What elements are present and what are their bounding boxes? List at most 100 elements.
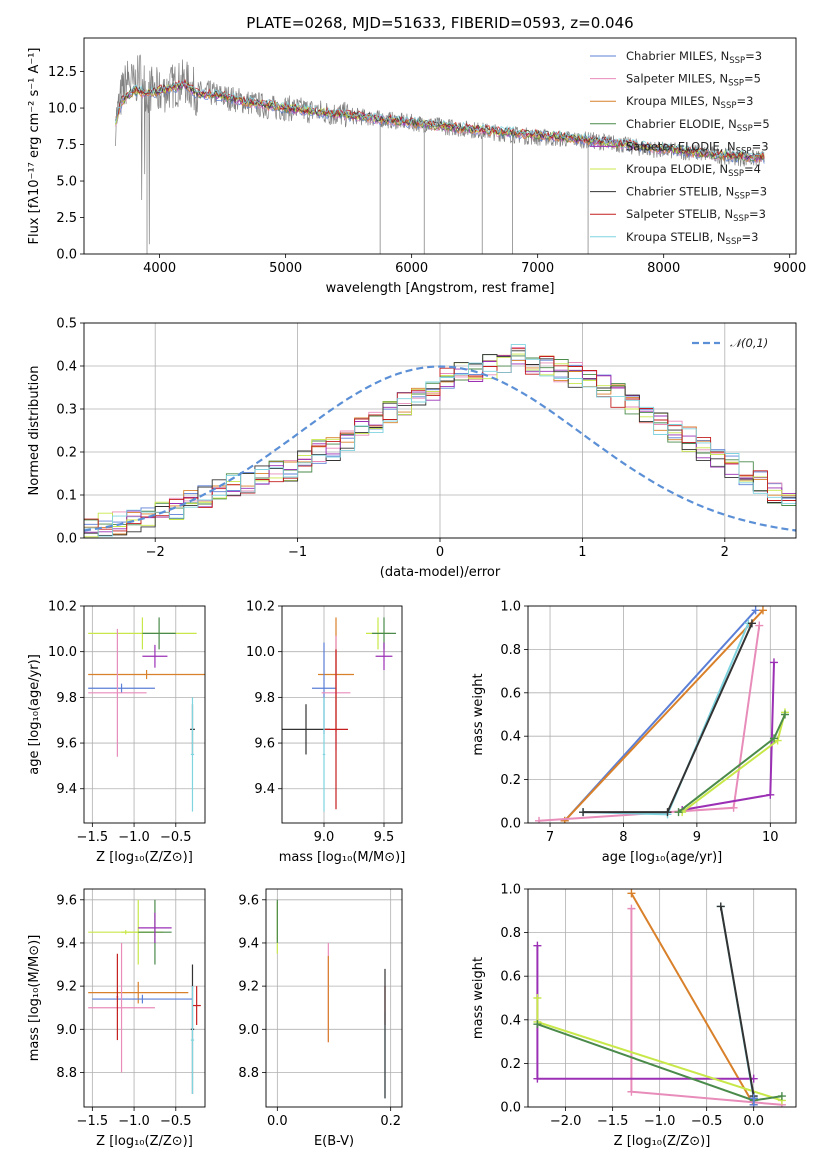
errorbar-point-4: [88, 683, 155, 693]
legend-entry-2: Kroupa MILES, NSSP=3: [626, 94, 753, 111]
y-tick-label: 9.6: [254, 737, 275, 752]
weight-marker: [627, 904, 636, 913]
model-line-8: [115, 79, 765, 159]
legend-name: Kroupa MILES, N: [626, 94, 721, 108]
axes-frame: [83, 322, 797, 539]
errorbar-point-1: [142, 617, 176, 650]
x-tick-label: −1.0: [118, 830, 150, 845]
panel-age-vs-mass: 9.0 9.5 9.4 9.6 9.8 10.0 10.2 mass [log₁₀(M/M⊙)…: [246, 600, 405, 866]
x-tick-label: −0.5: [691, 1114, 723, 1129]
x-tick-label: 0.0: [743, 1114, 764, 1129]
legend-name: Kroupa STELIB, N: [626, 230, 726, 244]
weight-line-5: [677, 714, 786, 813]
weight-line-2: [536, 945, 754, 1080]
y-tick-label: 0.1: [56, 489, 77, 504]
legend-name: Chabrier STELIB, N: [626, 185, 734, 199]
y-axis-label: mass weight: [471, 673, 486, 755]
y-tick-label: 12.5: [48, 65, 77, 80]
x-tick-label: 1: [578, 545, 586, 560]
weight-marker: [769, 734, 778, 743]
legend-suffix: =3: [745, 49, 762, 63]
weight-marker: [627, 1087, 636, 1096]
weight-line-0: [630, 892, 755, 1106]
legend-name: Salpeter MILES, N: [626, 72, 728, 86]
y-tick-label: 10.2: [48, 600, 77, 615]
x-tick-label: −1: [288, 545, 307, 560]
x-tick-label: 8000: [647, 261, 680, 276]
normal-curve: [84, 365, 796, 532]
errorbar-point-7: [116, 953, 119, 1041]
y-tick-label: 0.5: [56, 317, 77, 332]
legend-entry-1: Salpeter MILES, NSSP=5: [626, 72, 761, 89]
weight-line-7: [583, 622, 753, 814]
x-tick-label: 5000: [269, 261, 302, 276]
x-tick-label: 7000: [521, 261, 554, 276]
weight-marker: [663, 808, 672, 817]
errorbar-point-4: [88, 981, 189, 1004]
histogram-step-7: [84, 348, 796, 532]
x-tick-label: 9.5: [374, 830, 395, 845]
axes-frame: [281, 605, 403, 824]
axes-frame: [83, 888, 206, 1108]
y-tick-label: 0.0: [56, 532, 77, 547]
legend-sub: SSP: [736, 146, 752, 156]
x-tick-label: −1.5: [77, 830, 109, 845]
weight-marker: [729, 803, 738, 812]
x-tick-label: −1.0: [118, 1114, 150, 1129]
weight-marker: [766, 790, 775, 799]
y-tick-label: 0.0: [56, 248, 77, 263]
errorbar-point-2: [142, 644, 168, 668]
axes-frame: [83, 37, 797, 255]
x-axis-label: wavelength [Angstrom, rest frame]: [326, 281, 555, 296]
y-tick-label: 9.2: [56, 980, 77, 995]
x-tick-label: 0: [436, 545, 444, 560]
plot-area: [88, 617, 205, 812]
x-axis-label: Z [log₁₀(Z/Z⊙)]: [614, 1134, 711, 1149]
y-tick-label: 0.2: [500, 773, 521, 788]
errorbar-point-3: [88, 669, 205, 680]
y-tick-label: 9.2: [238, 980, 259, 995]
y-tick-label: 0.4: [56, 360, 77, 375]
panel-mass-vs-EBV: 0.0 0.2 8.8 9.0 9.2 9.4 9.6 E(B-V): [238, 888, 403, 1149]
legend-name: Salpeter ELODIE, N: [626, 139, 736, 153]
errorbar-point-8: [322, 697, 326, 812]
legend-sub: SSP: [728, 79, 744, 89]
axes-frame: [265, 888, 403, 1108]
x-tick-label: 10: [762, 830, 779, 845]
y-tick-label: 0.4: [500, 730, 521, 745]
legend-sub: SSP: [721, 101, 737, 111]
x-axis-label: (data-model)/error: [380, 565, 501, 580]
legend-sub: SSP: [733, 214, 749, 224]
x-tick-label: −1.0: [644, 1114, 676, 1129]
weight-marker: [747, 619, 756, 628]
x-tick-label: 4000: [143, 261, 176, 276]
weight-marker: [674, 808, 683, 817]
legend-name: Chabrier ELODIE, N: [626, 117, 737, 131]
axes-frame: [527, 605, 797, 824]
y-tick-label: 10.0: [246, 645, 275, 660]
y-tick-label: 7.5: [56, 138, 77, 153]
weight-marker: [533, 1074, 542, 1083]
chart-title: PLATE=0268, MJD=51633, FIBERID=0593, z=0…: [246, 14, 633, 32]
weight-marker: [579, 808, 588, 817]
axes-frame: [83, 605, 206, 824]
errorbar-point-10: [190, 986, 195, 1095]
x-tick-label: −2: [146, 545, 165, 560]
legend-suffix: =5: [753, 117, 770, 131]
legend-sub: SSP: [737, 124, 753, 134]
legend-entry-0: Chabrier MILES, NSSP=3: [626, 49, 762, 66]
errorbar-point-7: [324, 649, 348, 810]
weight-marker: [533, 994, 542, 1002]
y-tick-label: 0.8: [500, 926, 521, 941]
legend-suffix: =5: [744, 72, 761, 86]
legend-entry-6: Chabrier STELIB, NSSP=3: [626, 185, 767, 202]
x-tick-label: −1.5: [77, 1114, 109, 1129]
errorbar-point-7: [190, 697, 195, 812]
x-tick-label: −0.5: [160, 830, 192, 845]
legend-name: Chabrier MILES, N: [626, 49, 729, 63]
y-tick-label: 0.2: [56, 446, 77, 461]
plot-area: [276, 899, 386, 1099]
x-axis-label: Z [log₁₀(Z/Z⊙)]: [96, 850, 193, 865]
y-tick-label: 0.3: [56, 403, 77, 418]
weight-marker: [535, 816, 544, 823]
